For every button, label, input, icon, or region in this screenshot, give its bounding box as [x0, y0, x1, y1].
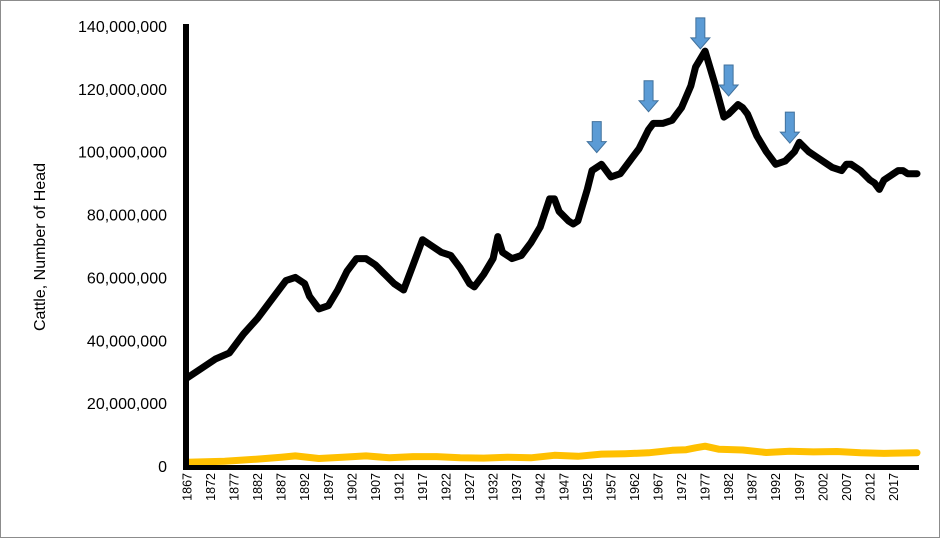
y-tick-label: 60,000,000: [87, 270, 167, 287]
x-tick-label: 1952: [581, 473, 595, 501]
x-tick-label: 1927: [463, 473, 477, 501]
x-tick-label: 1882: [251, 473, 265, 501]
y-tick-label: 80,000,000: [87, 208, 167, 225]
x-tick-label: 1897: [322, 473, 336, 501]
x-tick-label: 1907: [369, 473, 383, 501]
x-tick-label: 1982: [722, 473, 736, 501]
x-tick-label: 1967: [652, 473, 666, 501]
down-arrow-icon: [689, 17, 711, 50]
y-axis-label: Cattle, Number of Head: [32, 163, 49, 331]
x-tick-label: 1942: [534, 473, 548, 501]
y-axis-ticks: 0 20,000,000 40,000,000 60,000,000 80,000,00…: [78, 19, 167, 476]
x-tick-label: 1962: [628, 473, 642, 501]
x-tick-label: 1922: [440, 473, 454, 501]
down-arrow-icon: [637, 80, 660, 113]
series-line-2: [183, 442, 921, 466]
x-tick-label: 1892: [298, 473, 312, 501]
x-tick-label: 1912: [392, 473, 406, 501]
down-arrow-icon: [586, 121, 608, 154]
x-tick-label: 1997: [793, 473, 807, 501]
x-tick-label: 2012: [863, 473, 877, 501]
x-tick-label: 1957: [604, 473, 618, 501]
x-tick-label: 1887: [275, 473, 289, 501]
down-arrow-icon: [718, 64, 740, 97]
x-tick-label: 2007: [840, 473, 854, 501]
x-tick-label: 1902: [345, 473, 359, 501]
series-layer: [183, 47, 921, 466]
annotation-arrows: [586, 17, 801, 154]
y-tick-label: 100,000,000: [78, 145, 167, 162]
y-tick-label: 120,000,000: [78, 82, 167, 99]
x-tick-label: 1867: [181, 473, 195, 501]
down-arrow-icon: [779, 111, 801, 144]
x-tick-label: 1992: [769, 473, 783, 501]
x-tick-label: 1977: [699, 473, 713, 501]
x-axis-ticks: 1867 1872 1877 1882 1887 1892 1897 1902 1907 1912…: [181, 473, 902, 501]
x-tick-label: 1947: [557, 473, 571, 501]
x-tick-label: 1972: [675, 473, 689, 501]
x-tick-label: 2002: [816, 473, 830, 501]
x-tick-label: 1917: [416, 473, 430, 501]
y-tick-label: 20,000,000: [87, 396, 167, 413]
x-tick-label: 1932: [487, 473, 501, 501]
series-line-1: [183, 47, 921, 382]
x-axis-line: [183, 465, 919, 470]
y-tick-label: 40,000,000: [87, 333, 167, 350]
x-tick-label: 1987: [746, 473, 760, 501]
y-tick-label: 140,000,000: [78, 19, 167, 36]
x-tick-label: 2017: [887, 473, 901, 501]
x-tick-label: 1872: [204, 473, 218, 501]
x-tick-label: 1877: [228, 473, 242, 501]
y-axis-line: [183, 24, 189, 470]
y-tick-label: 0: [158, 459, 167, 476]
x-tick-label: 1937: [510, 473, 524, 501]
